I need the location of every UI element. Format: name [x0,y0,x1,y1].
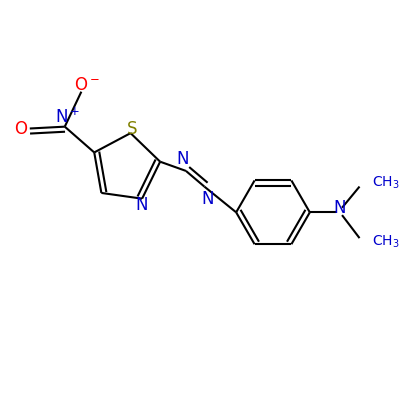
Text: N: N [136,196,148,214]
Text: N: N [176,150,188,168]
Text: CH$_3$: CH$_3$ [372,175,400,191]
Text: O$^-$: O$^-$ [74,76,100,94]
Text: S: S [127,120,138,138]
Text: CH$_3$: CH$_3$ [372,234,400,250]
Text: N$^+$: N$^+$ [55,108,80,127]
Text: N: N [333,199,346,217]
Text: N: N [202,190,214,208]
Text: O: O [14,120,27,138]
